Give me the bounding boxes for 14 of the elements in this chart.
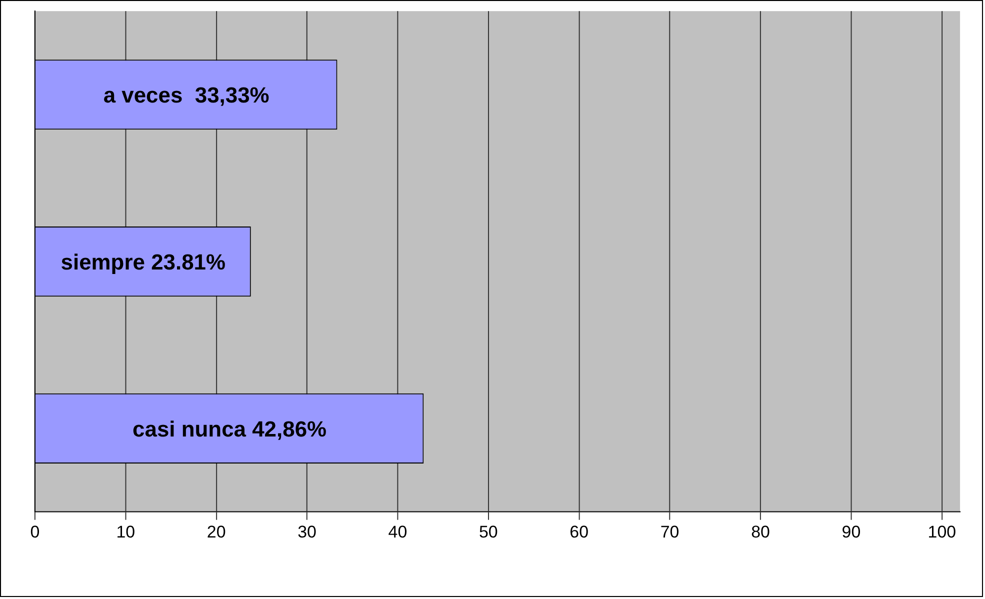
x-tick-label: 80 bbox=[751, 522, 770, 542]
x-tick-label: 60 bbox=[570, 522, 589, 542]
x-tick-label: 10 bbox=[116, 522, 136, 542]
data-label: casi nunca 42,86% bbox=[132, 416, 327, 442]
x-tick-label: 20 bbox=[206, 522, 226, 542]
x-tick-label: 100 bbox=[928, 522, 956, 542]
data-label: a veces 33,33% bbox=[103, 82, 270, 108]
x-tick-label: 50 bbox=[478, 522, 498, 542]
x-tick-label: 30 bbox=[298, 522, 316, 542]
x-tick-label: 90 bbox=[842, 522, 861, 542]
x-tick-label: 70 bbox=[660, 522, 680, 542]
data-label: siempre 23.81% bbox=[60, 250, 226, 275]
x-tick-label: 40 bbox=[388, 522, 408, 542]
x-tick-label: 0 bbox=[30, 522, 40, 542]
